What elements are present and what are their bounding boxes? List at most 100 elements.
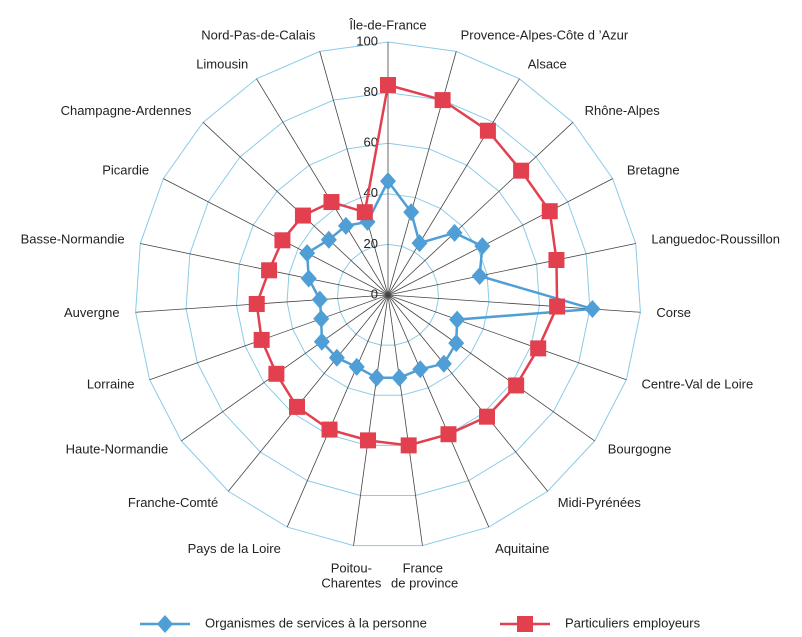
category-label: Languedoc-Roussillon — [651, 232, 780, 247]
grid-ring — [135, 41, 641, 547]
point — [449, 310, 466, 329]
spoke — [353, 294, 389, 546]
category-label: Bretagne — [627, 163, 680, 178]
grid-ring — [337, 243, 439, 346]
point — [479, 122, 496, 139]
spoke — [387, 294, 548, 492]
spoke — [181, 294, 389, 442]
spoke — [228, 294, 389, 492]
spoke — [387, 178, 613, 296]
point — [440, 426, 457, 443]
point — [288, 398, 305, 415]
category-label: Alsace — [528, 57, 567, 72]
category-label: France de province — [391, 561, 458, 591]
spoke — [387, 294, 641, 313]
point — [368, 368, 385, 387]
point — [411, 234, 428, 253]
point — [348, 357, 365, 376]
point — [313, 309, 330, 328]
point — [478, 408, 495, 425]
point — [323, 194, 340, 211]
category-label: Picardie — [102, 163, 149, 178]
point — [471, 266, 488, 285]
point — [253, 331, 270, 348]
r-tick-label: 60 — [364, 135, 378, 150]
point — [474, 237, 491, 256]
point — [248, 295, 265, 312]
point — [400, 437, 417, 454]
point — [530, 340, 547, 357]
point — [320, 230, 337, 249]
legend-label: Organismes de services à la personne — [205, 615, 427, 630]
point — [403, 203, 420, 222]
category-label: Nord-Pas-de-Calais — [201, 27, 316, 42]
legend-label: Particuliers employeurs — [565, 615, 701, 630]
category-label: Bourgogne — [608, 442, 672, 457]
point — [300, 269, 317, 288]
category-label: Corse — [656, 305, 691, 320]
r-tick-label: 0 — [371, 286, 378, 301]
category-label: Centre-Val de Loire — [641, 377, 753, 392]
point — [313, 332, 330, 351]
point — [380, 77, 396, 94]
category-label: Aquitaine — [495, 541, 549, 556]
spoke — [387, 243, 636, 296]
point — [412, 360, 429, 379]
r-tick-label: 100 — [356, 33, 378, 48]
r-tick-label: 20 — [364, 236, 378, 251]
category-label: Basse-Normandie — [21, 232, 125, 247]
point — [321, 421, 338, 438]
point — [356, 204, 373, 221]
point — [337, 216, 354, 235]
point — [299, 244, 316, 263]
spoke — [387, 294, 595, 442]
point — [360, 432, 377, 449]
category-label: Limousin — [196, 57, 248, 72]
point — [446, 223, 463, 242]
spoke — [256, 78, 389, 296]
spoke — [387, 294, 423, 546]
category-label: Poitou-Charentes — [321, 561, 381, 591]
spoke — [387, 294, 627, 381]
category-label: Auvergne — [64, 305, 120, 320]
category-label: Midi-Pyrénées — [558, 495, 642, 510]
category-label: Provence-Alpes-Côte d ’Azur — [461, 27, 629, 42]
point — [541, 203, 558, 220]
category-label: Île-de-France — [348, 17, 426, 32]
legend-marker — [517, 616, 533, 632]
point — [434, 92, 451, 109]
point — [380, 172, 396, 191]
category-label: Rhône-Alpes — [585, 103, 661, 118]
r-tick-label: 40 — [364, 185, 378, 200]
category-label: Lorraine — [87, 377, 135, 392]
point — [435, 354, 452, 373]
spoke — [387, 122, 574, 296]
point — [311, 290, 328, 309]
spoke — [387, 78, 520, 296]
spoke — [387, 294, 490, 528]
spoke — [286, 294, 389, 528]
category-label: Pays de la Loire — [188, 541, 281, 556]
point — [261, 262, 278, 279]
spoke — [319, 51, 389, 296]
r-tick-label: 80 — [364, 84, 378, 99]
grid-ring — [185, 92, 591, 497]
legend-marker — [157, 615, 173, 633]
point — [513, 162, 530, 179]
point — [294, 207, 311, 224]
spoke — [387, 51, 457, 296]
grid-ring — [236, 142, 540, 446]
point — [584, 299, 601, 318]
point — [508, 377, 525, 394]
category-label: Franche-Comté — [128, 495, 218, 510]
point — [548, 251, 565, 268]
category-label: Champagne-Ardennes — [61, 103, 192, 118]
point — [268, 365, 285, 382]
grid-ring — [286, 193, 490, 396]
point — [549, 298, 566, 315]
point — [448, 334, 465, 353]
category-label: Haute-Normandie — [66, 442, 169, 457]
point — [274, 232, 291, 249]
point — [328, 348, 345, 367]
